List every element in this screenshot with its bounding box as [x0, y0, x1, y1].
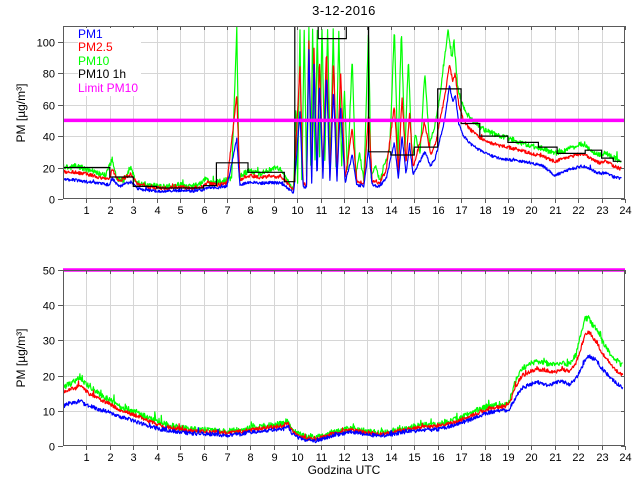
y-tick-label: 0	[49, 442, 55, 454]
x-tick-label: 2	[107, 205, 113, 217]
ticks	[58, 26, 626, 203]
legend-item-pm10: PM10	[78, 53, 110, 68]
series-pm10-1h-step-line	[63, 26, 622, 189]
x-tick-label: 22	[572, 205, 584, 217]
x-tick-label: 4	[154, 452, 160, 464]
y-tick-label: 20	[43, 372, 55, 384]
x-tick-label: 11	[316, 452, 327, 464]
y-tick-label: 20	[43, 164, 55, 176]
chart-panel-bottom: 1 2 3 4 5 6 7 8 9 10 11 12 13 14 15 16 17 18 19 20 21 22 23 240…	[43, 266, 632, 465]
x-tick-label: 24	[619, 205, 631, 217]
x-tick-label: 17	[455, 205, 467, 217]
x-tick-label: 11	[316, 205, 327, 217]
x-tick-label: 24	[619, 452, 631, 464]
series-pm1-line	[63, 48, 622, 194]
y-tick-label: 30	[43, 336, 55, 348]
x-tick-label: 7	[224, 452, 230, 464]
legend-item-limit-pm10: Limit PM10	[78, 80, 139, 95]
y-tick-label: 100	[37, 38, 55, 50]
x-axis-label: Godzina UTC	[307, 463, 381, 477]
x-tick-label: 16	[432, 205, 444, 217]
x-tick-label: 10	[291, 205, 303, 217]
x-tick-label: 20	[525, 205, 537, 217]
x-tick-label: 22	[572, 452, 584, 464]
x-tick-label: 4	[154, 205, 160, 217]
x-tick-label: 6	[201, 452, 207, 464]
x-tick-label: 21	[549, 205, 561, 217]
x-tick-label: 21	[549, 452, 561, 464]
x-tick-label: 16	[432, 452, 444, 464]
x-tick-label: 13	[361, 452, 373, 464]
series-group	[63, 315, 624, 444]
x-tick-label: 6	[201, 205, 207, 217]
x-tick-label: 15	[408, 205, 420, 217]
x-tick-label: 14	[385, 205, 397, 217]
x-tick-label: 2	[107, 452, 113, 464]
x-tick-label: 23	[596, 452, 608, 464]
x-tick-label: 15	[408, 452, 420, 464]
x-tick-label: 12	[338, 452, 350, 464]
y-tick-label: 10	[43, 407, 55, 419]
x-tick-label: 23	[596, 205, 608, 217]
series-pm2-5-line	[63, 330, 624, 441]
x-tick-label: 13	[361, 205, 373, 217]
x-tick-label: 14	[385, 452, 397, 464]
x-tick-label: 17	[455, 452, 467, 464]
x-tick-label: 18	[479, 452, 491, 464]
legend-item-pm10-1h: PM10 1h	[78, 67, 127, 82]
legend: PM1 PM2.5 PM10 PM10 1h Limit PM10	[78, 27, 142, 97]
tick-labels: 1 2 3 4 5 6 7 8 9 10 11 12 13 14 15 16 17 18 19 20 21 22 23 240…	[43, 266, 632, 465]
x-tick-label: 10	[291, 452, 303, 464]
y-tick-label: 50	[43, 266, 55, 278]
x-tick-label: 1	[83, 205, 89, 217]
x-tick-label: 12	[338, 205, 350, 217]
legend-item-pm2-5: PM2.5	[78, 40, 113, 55]
x-tick-label: 7	[224, 205, 230, 217]
grid	[63, 270, 625, 446]
y-tick-label: 80	[43, 69, 55, 81]
x-tick-label: 8	[247, 205, 253, 217]
x-tick-label: 19	[502, 452, 514, 464]
tick-labels: 1 2 3 4 5 6 7 8 9 10 11 12 13 14 15 16 17 18 19 20 21 22 23 240…	[37, 38, 632, 218]
y-tick-label: 60	[43, 101, 55, 113]
x-tick-label: 3	[130, 205, 136, 217]
y-tick-label: 0	[49, 195, 55, 207]
x-tick-label: 8	[247, 452, 253, 464]
y-tick-label: 40	[43, 132, 55, 144]
chart-title: 3-12-2016	[312, 3, 376, 18]
series-group	[63, 26, 622, 194]
series-pm2-5-line	[63, 40, 622, 191]
x-tick-label: 1	[83, 452, 89, 464]
x-tick-label: 19	[502, 205, 514, 217]
x-tick-label: 5	[177, 205, 183, 217]
x-tick-label: 3	[130, 452, 136, 464]
series-pm1-line	[63, 354, 624, 444]
x-tick-label: 9	[271, 452, 277, 464]
chart-panel-top: 1 2 3 4 5 6 7 8 9 10 11 12 13 14 15 16 17 18 19 20 21 22 23 240…	[37, 26, 632, 218]
x-tick-label: 5	[177, 452, 183, 464]
x-tick-label: 18	[479, 205, 491, 217]
x-tick-label: 9	[271, 205, 277, 217]
ticks	[58, 270, 626, 450]
legend-item-pm1: PM1	[78, 27, 103, 41]
y-tick-label: 40	[43, 301, 55, 313]
x-tick-label: 20	[525, 452, 537, 464]
